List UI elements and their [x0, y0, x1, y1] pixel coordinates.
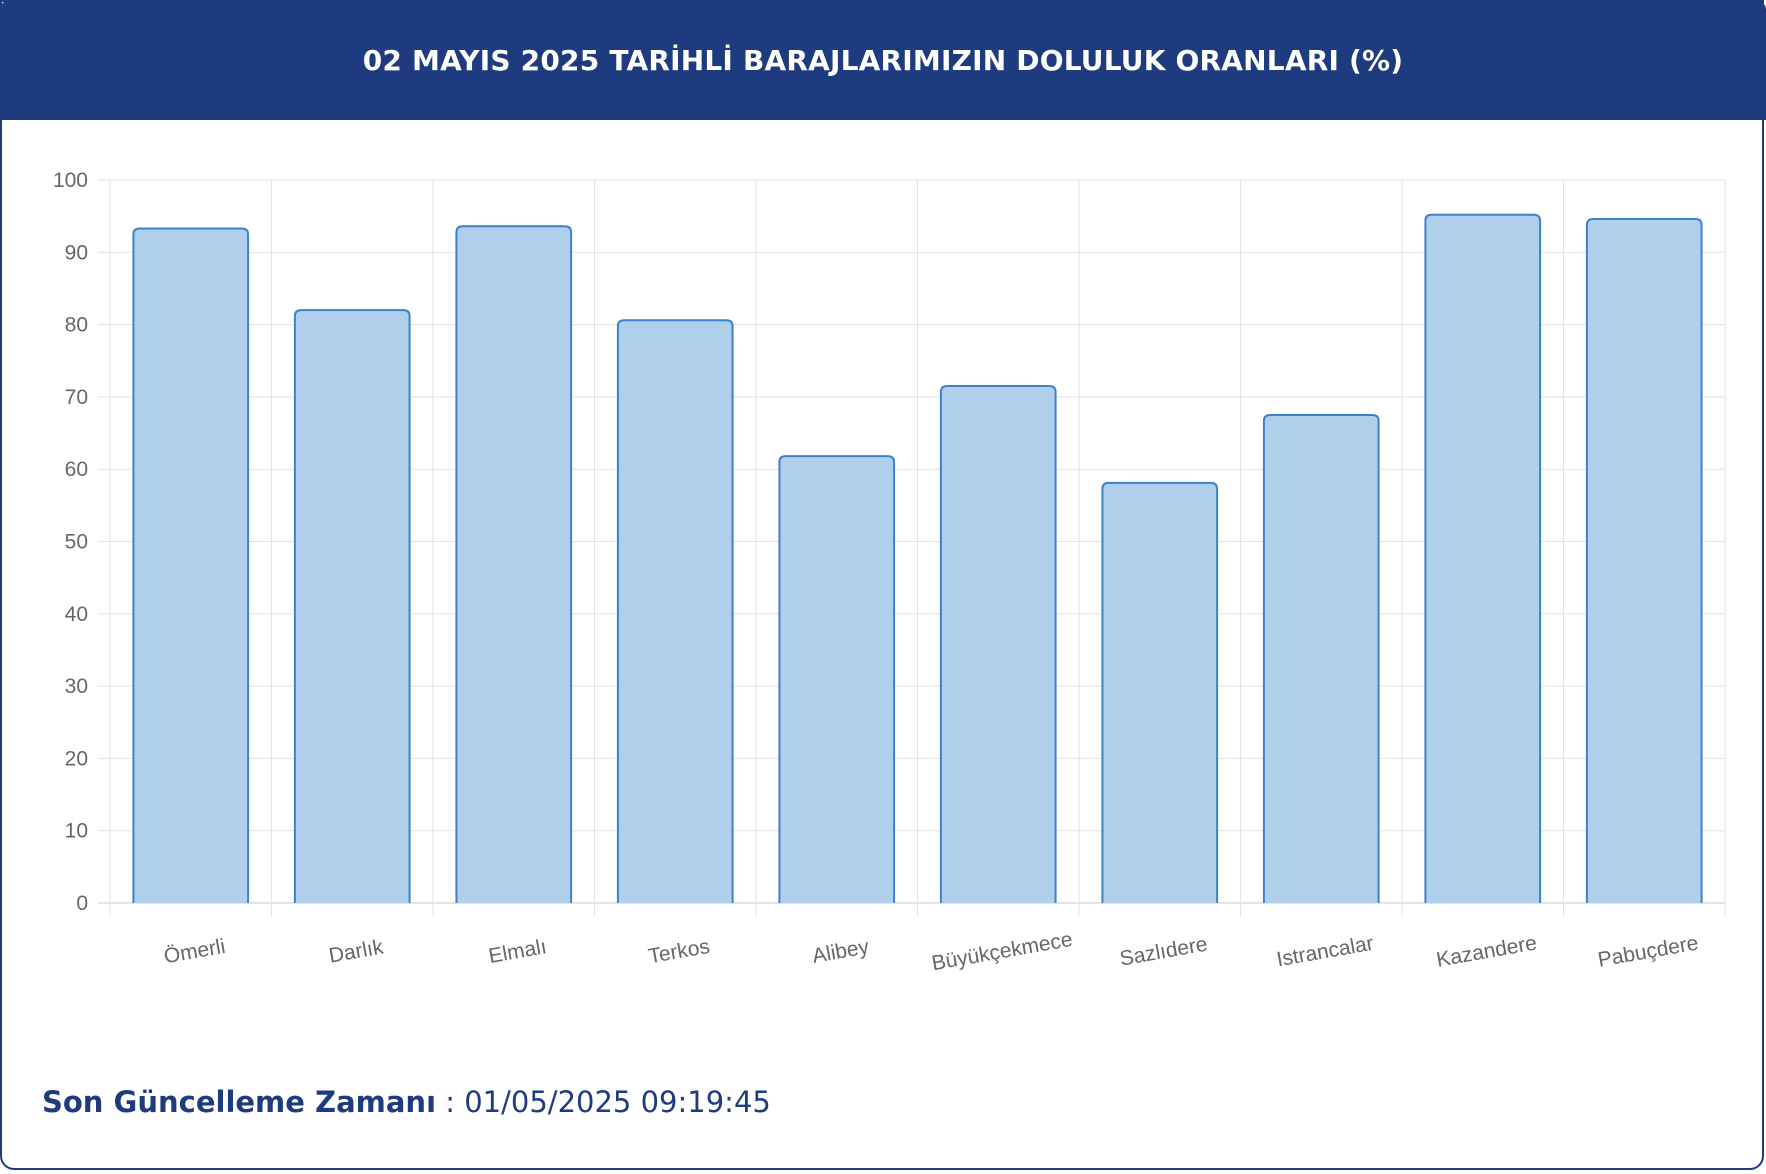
bar-6[interactable]: [940, 386, 1056, 903]
x-tick-label: Istrancalar: [1275, 932, 1376, 972]
bar-9[interactable]: [1425, 214, 1541, 904]
bar-5[interactable]: [779, 456, 895, 903]
last-update: Son Güncelleme Zamanı : 01/05/2025 09:19…: [42, 1085, 771, 1119]
x-tick-label: Alibey: [810, 935, 871, 968]
y-tick-label: 80: [65, 314, 88, 337]
x-tick-label: Sazlıdere: [1118, 933, 1209, 971]
bar-outline-9: [1424, 213, 1542, 903]
x-axis-ticks: Ömerli Darlık Elmalı Terkos Alibey Büyükçekme…: [162, 928, 1700, 975]
y-tick-label: 60: [65, 458, 88, 481]
chart-title: 02 MAYIS 2025 TARİHLİ BARAJLARIMIZIN DOL…: [362, 43, 1404, 77]
bar-outline-6: [939, 385, 1057, 903]
bar-outline-7: [1101, 481, 1219, 903]
x-tick-label: Darlık: [327, 935, 385, 967]
last-update-label: Son Güncelleme Zamanı: [42, 1085, 437, 1119]
x-tick-label: Büyükçekmece: [930, 928, 1074, 975]
y-tick-label: 40: [65, 603, 88, 626]
bar-3[interactable]: [456, 226, 572, 904]
bar-outline-4: [616, 319, 734, 903]
bar-2[interactable]: [294, 310, 410, 903]
y-axis-ticks: 0 10 20 30 40 50 60 70 80 90 100: [53, 169, 88, 915]
bar-1[interactable]: [133, 228, 249, 903]
x-tick-label: Elmalı: [487, 935, 548, 968]
bar-7[interactable]: [1102, 482, 1218, 903]
x-tick-label: Pabuçdere: [1596, 931, 1700, 971]
bar-outline-3: [455, 225, 573, 903]
bar-outline-10: [1585, 218, 1703, 903]
y-tick-label: 70: [65, 386, 88, 409]
bar-8[interactable]: [1263, 414, 1379, 903]
bar-outline-1: [132, 227, 250, 903]
bar-outline-5: [778, 455, 896, 903]
y-tick-label: 50: [65, 531, 88, 554]
x-tick-label: Kazandere: [1435, 931, 1539, 971]
last-update-value: 01/05/2025 09:19:45: [464, 1085, 771, 1119]
y-tick-label: 30: [65, 675, 88, 698]
bar-outline-2: [293, 309, 411, 903]
last-update-separator: :: [436, 1085, 465, 1119]
y-tick-label: 100: [53, 169, 88, 192]
bar-10[interactable]: [1586, 219, 1702, 903]
y-tick-label: 0: [76, 892, 88, 915]
x-tick-label: Terkos: [647, 935, 712, 968]
bar-chart: 0 10 20 30 40 50 60 70 80 90 100 Ömerli Darlık Elmal…: [53, 169, 1726, 975]
chart-bars: [132, 213, 1703, 904]
bar-4[interactable]: [617, 320, 733, 904]
y-tick-label: 90: [65, 241, 88, 264]
bar-outline-8: [1262, 413, 1380, 903]
chart-header: 02 MAYIS 2025 TARİHLİ BARAJLARIMIZIN DOL…: [0, 0, 1766, 120]
x-tick-label: Ömerli: [162, 935, 227, 968]
y-tick-label: 20: [65, 747, 88, 770]
y-tick-label: 10: [65, 820, 88, 843]
